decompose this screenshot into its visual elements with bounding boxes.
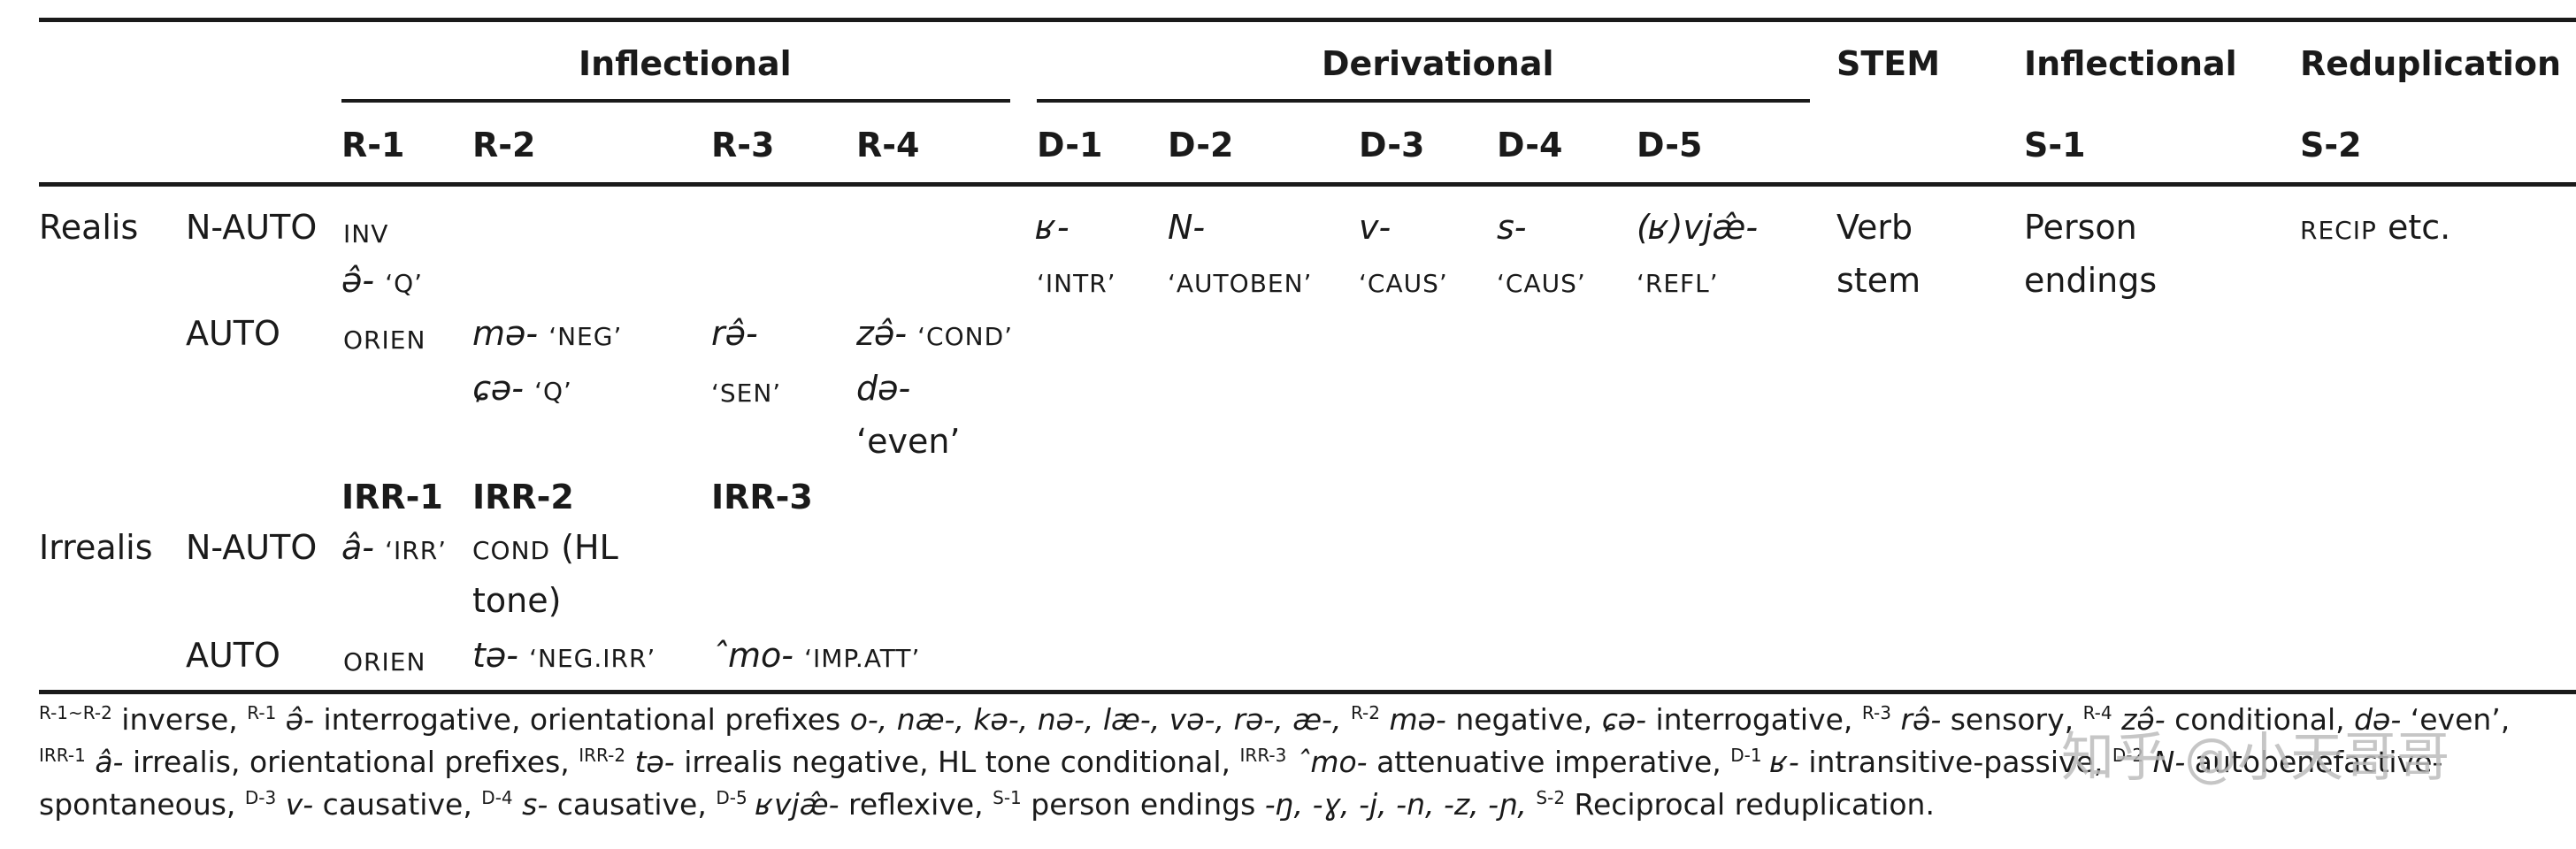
- cell-d1-gloss: ‘INTR’: [1037, 269, 1116, 298]
- cell-d1-form: ʁ-: [1037, 208, 1070, 247]
- cell-irr-nauto-irr: â- ‘IRR’: [341, 528, 448, 567]
- row-label-irrealis-auto: AUTO: [186, 636, 280, 675]
- slot-irr3: IRR-3: [711, 478, 813, 516]
- cell-irr-auto-orien: ORIEN: [343, 647, 426, 677]
- cell-stem-line2: stem: [1836, 261, 1921, 300]
- slot-d1: D-1: [1037, 126, 1103, 164]
- cell-d5-gloss: ‘REFL’: [1637, 269, 1719, 298]
- row-label-realis: Realis: [39, 208, 139, 247]
- cell-realis-auto-sen-gloss: ‘SEN’: [711, 379, 782, 408]
- note-line-3: spontaneous, D-3 v- causative, D-4 s- ca…: [39, 787, 1935, 822]
- slot-irr2: IRR-2: [472, 478, 574, 516]
- watermark: 知乎 @小天哥哥: [2061, 727, 2450, 789]
- header-reduplication: Reduplication: [2300, 44, 2562, 83]
- note-line-1: R-1~R-2 inverse, R-1 ə̂- interrogative, …: [39, 702, 2511, 737]
- cell-d4-gloss: ‘CAUS’: [1497, 269, 1586, 298]
- header-bottom-rule: [39, 182, 2576, 187]
- inflectional-group-rule: [341, 99, 1010, 103]
- header-stem: STEM: [1836, 44, 1941, 83]
- cell-irr-auto-negirr: tə- ‘NEG.IRR’: [472, 636, 656, 675]
- cell-d3-form: v-: [1359, 208, 1392, 247]
- table-notes: R-1~R-2 inverse, R-1 ə̂- interrogative, …: [39, 699, 2510, 826]
- note-line-2: IRR-1 â- irrealis, orientational prefixe…: [39, 745, 2443, 779]
- cell-irr-nauto-cond: COND (HL: [472, 528, 618, 567]
- cell-realis-auto-neg: mə- ‘NEG’: [472, 314, 623, 353]
- slot-d4: D-4: [1497, 126, 1563, 164]
- cell-d3-gloss: ‘CAUS’: [1359, 269, 1448, 298]
- cell-realis-nauto-q: ə̂- ‘Q’: [341, 261, 424, 300]
- cell-d2-form: N-: [1168, 208, 1206, 247]
- cell-s2: RECIP etc.: [2300, 208, 2451, 247]
- cell-d2-gloss: ‘AUTOBEN’: [1168, 269, 1313, 298]
- cell-realis-nauto-inv: INV: [343, 219, 389, 249]
- slot-d2: D-2: [1168, 126, 1234, 164]
- slot-r2: R-2: [472, 126, 536, 164]
- cell-irr-auto-impatt: ˆmo- ‘IMP.ATT’: [711, 636, 921, 675]
- cell-s1-line1: Person: [2024, 208, 2137, 247]
- cell-realis-auto-q: ɕə- ‘Q’: [472, 369, 572, 408]
- header-derivational: Derivational: [1322, 44, 1554, 83]
- slot-s2: S-2: [2300, 126, 2362, 164]
- slot-r1: R-1: [341, 126, 405, 164]
- row-label-realis-auto: AUTO: [186, 314, 280, 353]
- cell-d4-form: s-: [1497, 208, 1527, 247]
- derivational-group-rule: [1037, 99, 1810, 103]
- cell-realis-auto-even-gloss: ‘even’: [856, 422, 961, 461]
- slot-r4: R-4: [856, 126, 920, 164]
- header-inflectional-s: Inflectional: [2024, 44, 2237, 83]
- header-inflectional-r: Inflectional: [579, 44, 792, 83]
- cell-realis-auto-cond: zə̂- ‘COND’: [856, 314, 1014, 353]
- cell-realis-auto-orien: ORIEN: [343, 325, 426, 355]
- cell-irr-nauto-tone: tone): [472, 581, 562, 620]
- cell-d5-form: (ʁ)vjæ̂-: [1637, 208, 1759, 247]
- cell-s1-line2: endings: [2024, 261, 2158, 300]
- row-label-irrealis: Irrealis: [39, 528, 153, 567]
- slot-r3: R-3: [711, 126, 775, 164]
- slot-d5: D-5: [1637, 126, 1703, 164]
- row-label-irrealis-n-auto: N-AUTO: [186, 528, 318, 567]
- cell-realis-auto-even-form: də-: [856, 369, 911, 408]
- slot-d3: D-3: [1359, 126, 1425, 164]
- cell-realis-auto-sen-form: rə̂-: [711, 314, 758, 353]
- top-rule: [39, 18, 2576, 22]
- slot-s1: S-1: [2024, 126, 2086, 164]
- table-bottom-rule: [39, 690, 2576, 694]
- cell-stem-line1: Verb: [1836, 208, 1913, 247]
- slot-irr1: IRR-1: [341, 478, 443, 516]
- row-label-realis-n-auto: N-AUTO: [186, 208, 318, 247]
